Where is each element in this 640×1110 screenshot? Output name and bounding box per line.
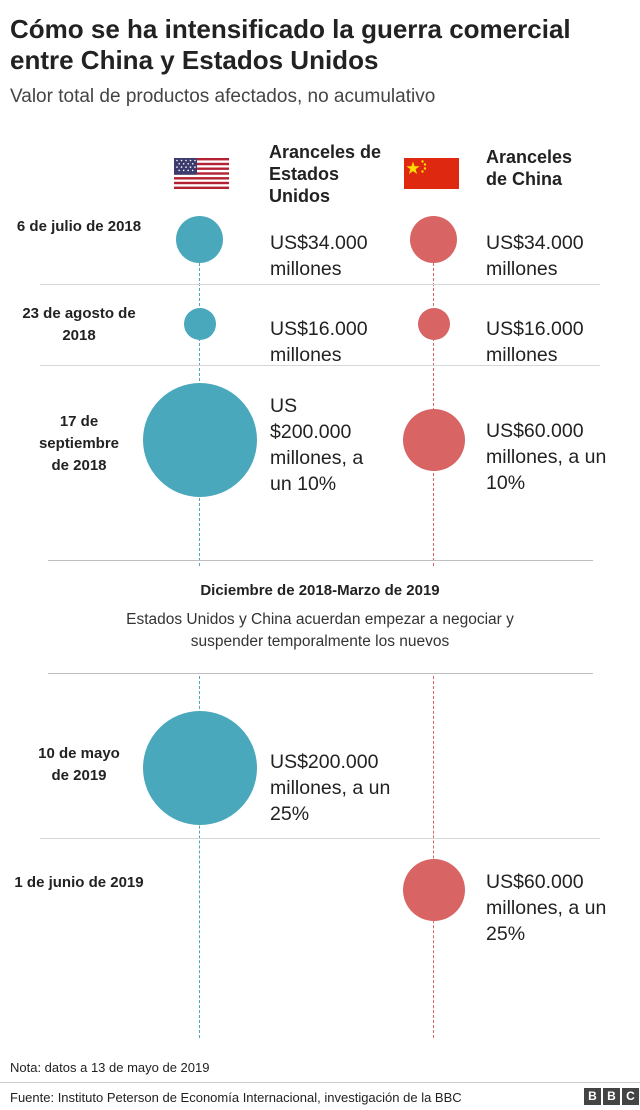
bbc-logo-letter: C xyxy=(622,1088,639,1105)
us-bubble xyxy=(176,216,224,264)
chart-subtitle: Valor total de productos afectados, no a… xyxy=(10,86,436,107)
event-date: 1 de junio de 2019 xyxy=(14,874,144,891)
china-bubble xyxy=(402,858,466,922)
china-bubble xyxy=(410,216,458,264)
us-value-label: US$16.000 millones xyxy=(270,318,368,366)
source-text: Fuente: Instituto Peterson de Economía I… xyxy=(10,1090,462,1105)
bbc-logo-letter: B xyxy=(603,1088,620,1105)
china-value-label: US$16.000 millones xyxy=(486,318,584,366)
china-flag-icon xyxy=(404,158,459,189)
chart-title: Cómo se ha intensificado la guerra comer… xyxy=(10,14,571,75)
us-value-label: US $200.000 millones, a un 10% xyxy=(270,395,364,495)
china-value-label: US$34.000 millones xyxy=(486,232,584,280)
pause-period-title: Diciembre de 2018-Marzo de 2019 xyxy=(200,582,440,599)
us-value-label: US$200.000 millones, a un 25% xyxy=(270,751,391,825)
event-date: 23 de agosto de 2018 xyxy=(22,305,136,344)
us-value-label: US$34.000 millones xyxy=(270,232,368,280)
us-column-header: Aranceles de Estados Unidos xyxy=(269,142,382,206)
china-value-label: US$60.000 millones, a un 10% xyxy=(486,420,607,494)
pause-divider xyxy=(48,560,593,561)
row-divider xyxy=(40,284,600,285)
data-note: Nota: datos a 13 de mayo de 2019 xyxy=(10,1060,210,1075)
event-date: 10 de mayo de 2019 xyxy=(38,745,120,784)
china-timeline-line xyxy=(433,676,434,1038)
china-value-label: US$60.000 millones, a un 25% xyxy=(486,871,607,945)
footer-divider xyxy=(0,1082,640,1083)
us-timeline-line xyxy=(199,676,200,1038)
us-bubble xyxy=(143,711,257,825)
china-bubble xyxy=(402,408,466,472)
event-date: 17 de septiembre de 2018 xyxy=(38,413,120,474)
pause-divider xyxy=(48,673,593,674)
row-divider xyxy=(40,365,600,366)
pause-period-text: Estados Unidos y China acuerdan empezar … xyxy=(126,611,514,650)
bbc-logo-letter: B xyxy=(584,1088,601,1105)
us-bubble xyxy=(143,383,257,497)
row-divider xyxy=(40,838,600,839)
bbc-logo: B B C xyxy=(584,1088,639,1105)
event-date: 6 de julio de 2018 xyxy=(16,218,142,235)
usa-flag-icon xyxy=(174,158,229,189)
china-column-header: Aranceles de China xyxy=(486,147,573,189)
us-bubble xyxy=(183,307,217,341)
china-bubble xyxy=(417,307,451,341)
